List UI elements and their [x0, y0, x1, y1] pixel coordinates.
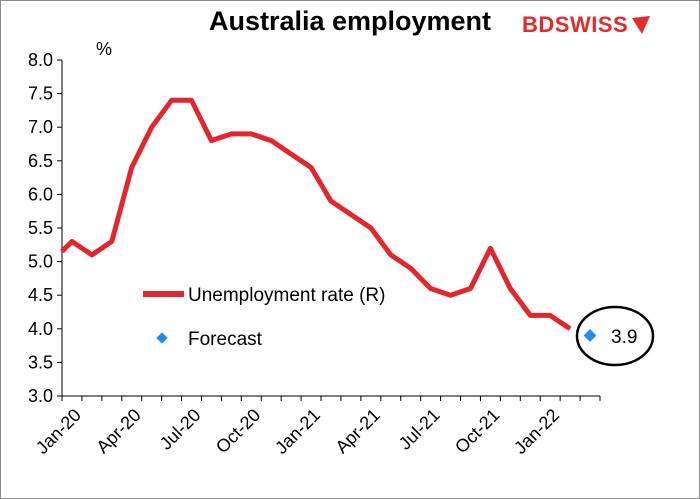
- forecast-point: [583, 329, 597, 342]
- y-tick-label: 5.0: [28, 252, 53, 272]
- x-tick-label: Oct-20: [212, 405, 264, 457]
- logo-text-a: BD: [522, 12, 555, 37]
- y-tick-label: 5.5: [28, 218, 53, 238]
- legend-label-unemployment: Unemployment rate (R): [188, 285, 385, 306]
- y-tick-label: 3.5: [28, 352, 53, 372]
- y-tick-label: 7.0: [28, 117, 53, 137]
- x-tick-label: Oct-21: [451, 405, 503, 457]
- y-tick-label: 6.5: [28, 151, 53, 171]
- x-tick-label: Jan-22: [510, 405, 563, 458]
- legend-diamond-swatch: [156, 332, 168, 344]
- y-tick-label: 7.5: [28, 84, 53, 104]
- y-axis-ticks: 8.0 7.5 7.0 6.5 6.0 5.5 5.0 4.5 4.0 3.5 3.0: [28, 50, 62, 406]
- y-tick-label: 8.0: [28, 50, 53, 70]
- y-tick-label: 4.0: [28, 319, 53, 339]
- y-tick-label: 4.5: [28, 285, 53, 305]
- x-tick-label: Apr-21: [332, 405, 384, 457]
- chart-title: Australia employment: [208, 6, 492, 36]
- chart-legend: Unemployment rate (R) Forecast: [143, 285, 385, 350]
- legend-label-forecast: Forecast: [188, 329, 263, 350]
- y-axis-unit: %: [96, 39, 112, 59]
- y-tick-label: 3.0: [28, 386, 53, 406]
- x-axis-ticks: Jan-20 Apr-20 Jul-20 Oct-20 Jan-21 Apr-21 Jul-…: [32, 396, 601, 458]
- x-tick-label: Jan-21: [271, 405, 324, 458]
- logo-swoosh-icon: [632, 16, 651, 34]
- chart-axes: [61, 60, 600, 397]
- forecast-data-label: 3.9: [611, 327, 637, 348]
- x-tick-label: Apr-20: [92, 405, 144, 457]
- forecast-highlight-circle: [575, 305, 655, 367]
- unemployment-rate-line: [60, 97, 572, 331]
- x-tick-label: Jul-21: [395, 405, 444, 454]
- x-tick-label: Jul-20: [156, 405, 205, 454]
- logo-text-b: SWISS: [554, 12, 629, 37]
- x-tick-label: Jan-20: [32, 405, 85, 458]
- y-tick-label: 6.0: [28, 184, 53, 204]
- brand-logo: BDSWISS: [522, 10, 651, 38]
